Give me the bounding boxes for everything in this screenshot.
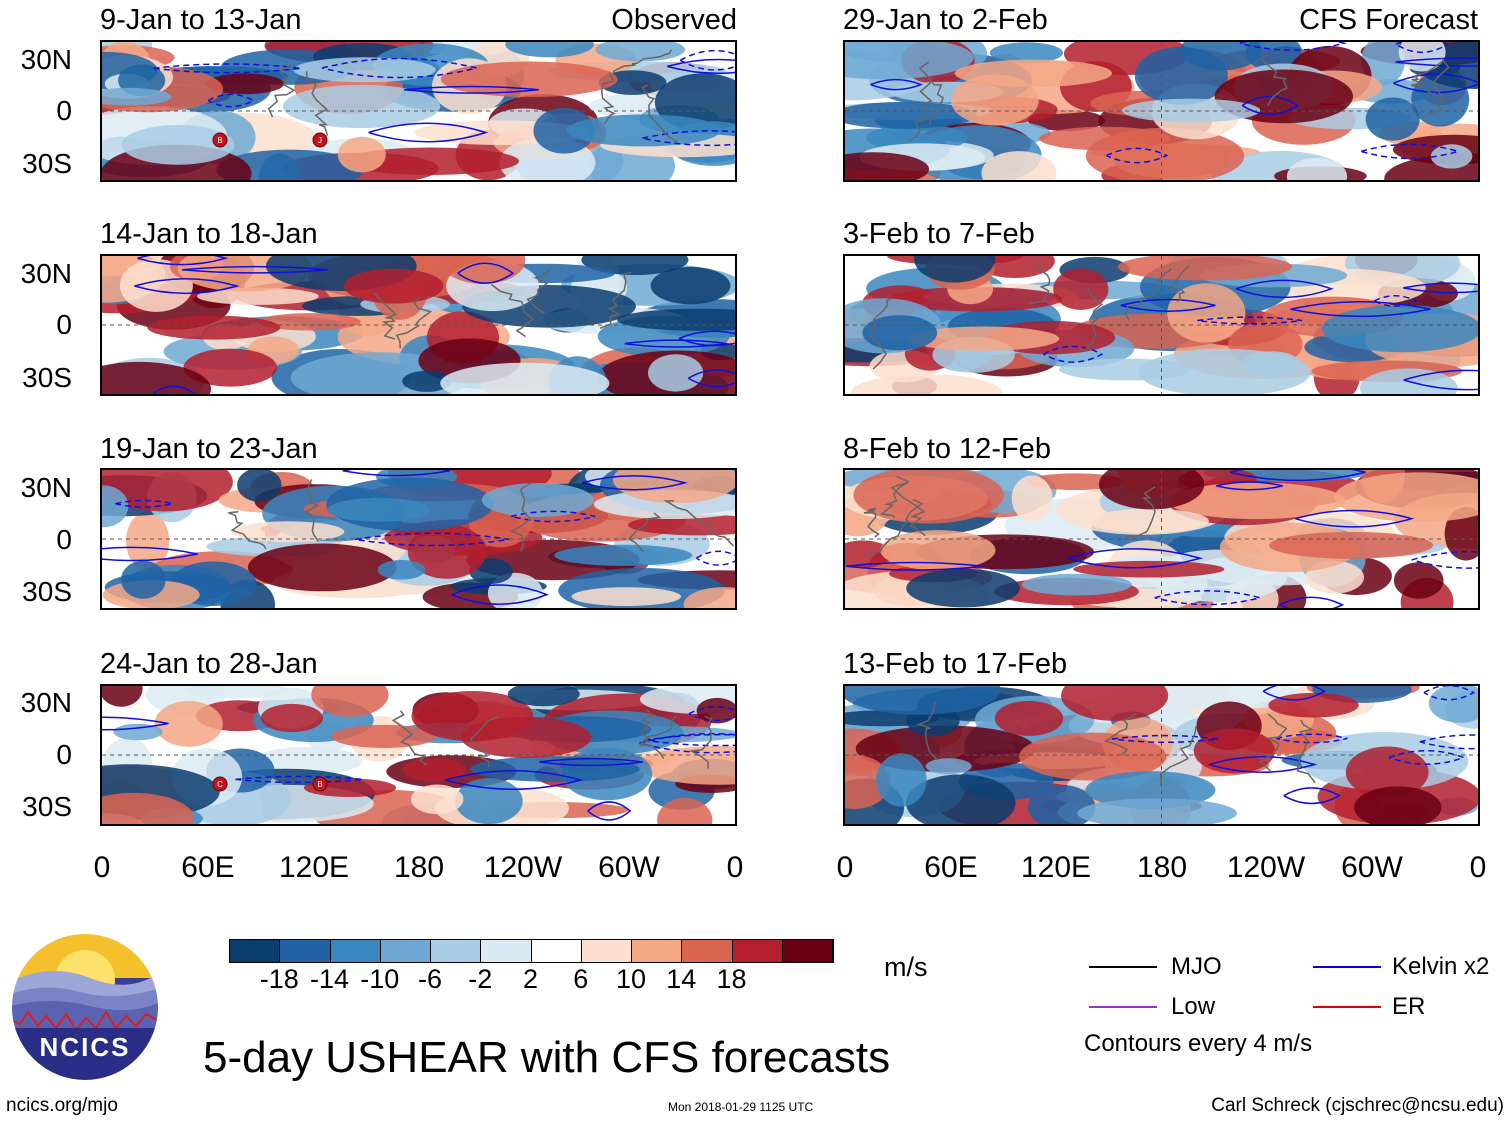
lon-label: 120W <box>483 851 563 884</box>
colorbar-swatch <box>782 940 833 962</box>
colorbar-swatch <box>330 940 381 962</box>
svg-text:B: B <box>217 136 222 145</box>
storm-marker: J <box>312 132 328 148</box>
colorbar-swatch <box>380 940 431 962</box>
lon-label: 0 <box>1469 851 1487 884</box>
ncics-logo-text: NCICS <box>39 1032 131 1062</box>
colorbar-swatch <box>280 940 331 962</box>
cfs-forecast-label: CFS Forecast <box>1299 4 1478 36</box>
colorbar-swatch <box>732 940 783 962</box>
colorbar-swatch <box>481 940 532 962</box>
observed-label: Observed <box>611 4 737 36</box>
legend-mjo-label: MJO <box>1171 953 1222 980</box>
lon-label: 0 <box>836 851 854 884</box>
lon-label: 120E <box>1020 851 1092 884</box>
colorbar-tick-label: -2 <box>468 964 493 994</box>
lat-label: 30N <box>20 687 72 718</box>
colorbar-tick-label: 6 <box>573 964 589 994</box>
colorbar-tick-label: -18 <box>259 964 299 994</box>
colorbar-tick-label: 2 <box>522 964 539 994</box>
colorbar-swatch <box>632 940 683 962</box>
lat-label: 30N <box>20 44 72 75</box>
legend-mjo-line <box>1089 966 1157 968</box>
colorbar-swatch <box>682 940 733 962</box>
anomaly-map <box>843 684 1480 826</box>
panel-period-title: 24-Jan to 28-Jan <box>100 648 318 680</box>
colorbar-tick-label: -6 <box>417 964 442 994</box>
colorbar-swatch <box>581 940 632 962</box>
lon-label: 120E <box>278 851 350 884</box>
colorbar-tick-label: -10 <box>360 964 400 994</box>
panel-period-title: 3-Feb to 7-Feb <box>843 218 1035 250</box>
footer-credit: Carl Schreck (cjschrec@ncsu.edu) <box>1211 1095 1504 1116</box>
lat-label: 0 <box>56 95 72 126</box>
main-title: 5-day USHEAR with CFS forecasts <box>203 1033 891 1082</box>
panel-period-title: 29-Jan to 2-Feb <box>843 4 1048 36</box>
legend-kelvin-line <box>1313 966 1381 968</box>
colorbar-tick-label: 18 <box>716 964 747 994</box>
lon-label: 60W <box>1341 851 1403 884</box>
anomaly-map <box>843 40 1480 182</box>
lat-label: 30N <box>20 258 72 289</box>
lat-label: 0 <box>56 739 72 770</box>
legend-er-label: ER <box>1392 993 1426 1020</box>
panel-period-title: 13-Feb to 17-Feb <box>843 648 1068 680</box>
storm-marker: C <box>212 776 228 792</box>
lon-label: 60W <box>598 851 660 884</box>
panel-period-title: 9-Jan to 13-Jan <box>100 4 302 36</box>
legend-low-line <box>1089 1006 1157 1008</box>
storm-marker: B <box>312 776 328 792</box>
lon-label: 60E <box>924 851 978 884</box>
lat-label: 30S <box>22 791 72 822</box>
colorbar-units: m/s <box>884 952 928 982</box>
lon-label: 180 <box>1136 851 1188 884</box>
storm-marker: B <box>212 132 228 148</box>
colorbar-swatch <box>230 940 281 962</box>
lon-label: 0 <box>93 851 111 884</box>
lon-label: 0 <box>726 851 744 884</box>
contour-note: Contours every 4 m/s <box>1084 1030 1313 1057</box>
lat-label: 30S <box>22 576 72 607</box>
svg-text:C: C <box>217 780 223 789</box>
legend-low-label: Low <box>1171 993 1216 1020</box>
lat-label: 30S <box>22 148 72 179</box>
footer-url[interactable]: ncics.org/mjo <box>6 1095 118 1116</box>
colorbar-tick-label: 14 <box>666 964 697 994</box>
colorbar-tick-label: -14 <box>309 964 350 994</box>
lat-label: 0 <box>56 309 72 340</box>
lat-label: 30S <box>22 362 72 393</box>
ncics-logo: NCICS <box>10 932 160 1082</box>
lon-label: 180 <box>393 851 445 884</box>
panel-period-title: 19-Jan to 23-Jan <box>100 433 318 465</box>
colorbar-swatch <box>531 940 582 962</box>
colorbar <box>229 939 834 963</box>
panel-period-title: 8-Feb to 12-Feb <box>843 433 1051 465</box>
anomaly-map <box>100 254 737 396</box>
legend-kelvin-label: Kelvin x2 <box>1392 953 1490 980</box>
lat-label: 30N <box>20 472 72 503</box>
footer-timestamp: Mon 2018-01-29 1125 UTC <box>668 1100 814 1114</box>
anomaly-map <box>843 254 1480 396</box>
colorbar-swatch <box>431 940 482 962</box>
lat-label: 0 <box>56 524 72 555</box>
colorbar-tick-label: 10 <box>615 964 647 994</box>
anomaly-map <box>100 468 737 610</box>
lon-label: 120W <box>1226 851 1306 884</box>
lon-label: 60E <box>181 851 235 884</box>
svg-text:B: B <box>317 780 322 789</box>
legend-er-line <box>1313 1006 1381 1008</box>
svg-text:J: J <box>318 136 322 145</box>
anomaly-map <box>843 468 1480 610</box>
panel-period-title: 14-Jan to 18-Jan <box>100 218 318 250</box>
